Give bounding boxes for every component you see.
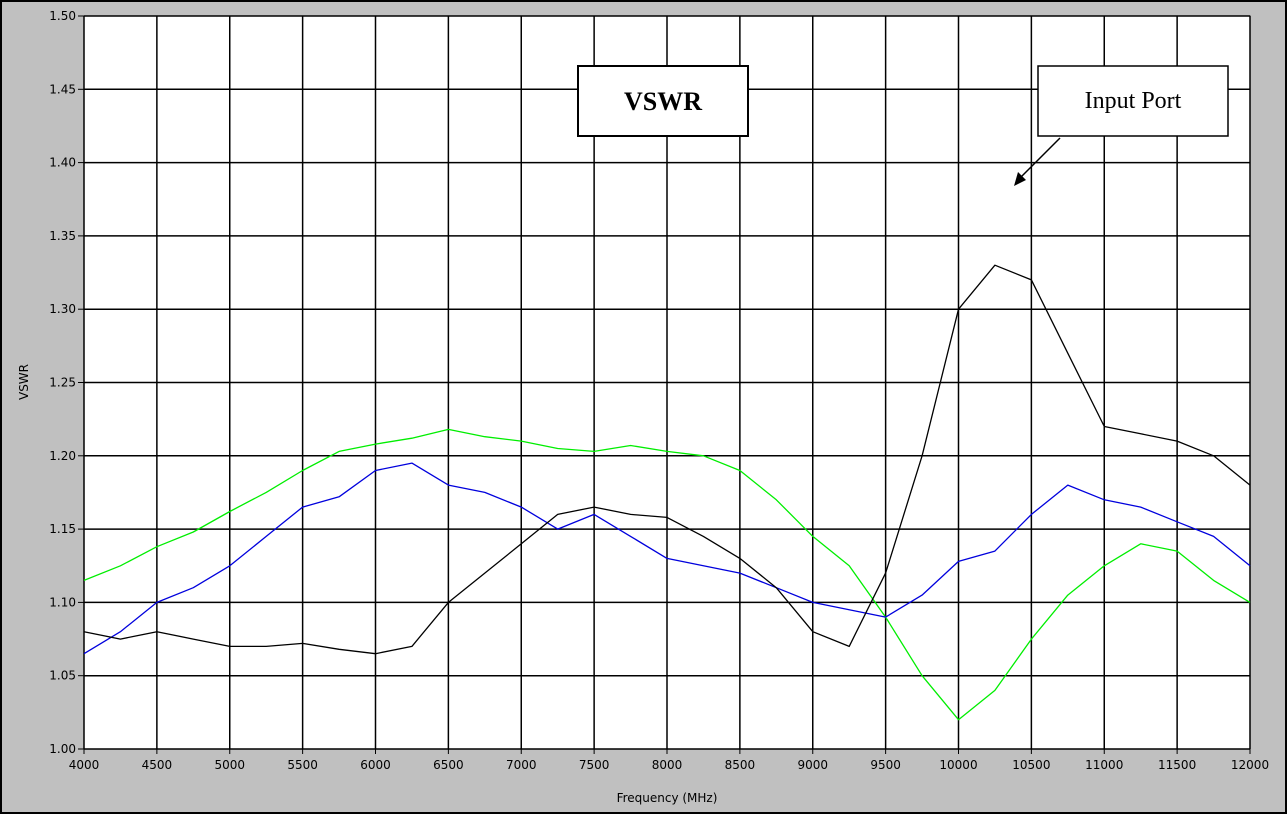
x-tick-label: 6500 (433, 758, 464, 772)
x-tick-label: 8500 (725, 758, 756, 772)
annotation-input-port-label: Input Port (1085, 88, 1182, 114)
annotation-vswr: VSWR (577, 65, 749, 137)
y-tick-label: 1.50 (49, 9, 76, 23)
x-tick-label: 10500 (1012, 758, 1050, 772)
annotation-arrow-head (1014, 172, 1026, 186)
x-tick-label: 5500 (287, 758, 318, 772)
annotation-vswr-label: VSWR (624, 87, 702, 116)
x-tick-label: 9500 (870, 758, 901, 772)
y-tick-label: 1.15 (49, 522, 76, 536)
x-tick-label: 12000 (1231, 758, 1269, 772)
annotation-input-port: Input Port (1014, 65, 1229, 186)
series-line-1 (83, 462, 1251, 655)
x-tick-label: 4000 (69, 758, 100, 772)
x-tick-label: 11500 (1158, 758, 1196, 772)
x-tick-label: 6000 (360, 758, 391, 772)
x-tick-label: 10000 (939, 758, 977, 772)
y-tick-label: 1.35 (49, 229, 76, 243)
y-axis-title: VSWR (17, 364, 31, 400)
x-tick-label: 5000 (214, 758, 245, 772)
axis-ticks: 4000 4500 5000 5500 6000 6500 7000 7500 8000 8500… (49, 9, 1269, 772)
x-axis-title: Frequency (MHz) (617, 791, 718, 805)
annotation-arrow-line (1017, 137, 1061, 181)
annotation-input-port-box (1037, 65, 1229, 137)
x-tick-label: 7500 (579, 758, 610, 772)
y-tick-label: 1.00 (49, 742, 76, 756)
grid-lines (83, 15, 1251, 750)
y-tick-label: 1.05 (49, 669, 76, 683)
series-line-2 (83, 264, 1251, 655)
x-tick-label: 9000 (797, 758, 828, 772)
x-tick-label: 7000 (506, 758, 537, 772)
x-tick-label: 8000 (652, 758, 683, 772)
y-tick-label: 1.45 (49, 82, 76, 96)
annotation-vswr-box (577, 65, 749, 137)
series-line-0 (83, 428, 1251, 721)
y-tick-label: 1.40 (49, 156, 76, 170)
y-tick-label: 1.10 (49, 595, 76, 609)
y-tick-label: 1.20 (49, 449, 76, 463)
y-tick-label: 1.25 (49, 376, 76, 390)
series-lines (83, 264, 1251, 721)
x-tick-label: 4500 (142, 758, 173, 772)
x-tick-label: 11000 (1085, 758, 1123, 772)
y-tick-label: 1.30 (49, 302, 76, 316)
